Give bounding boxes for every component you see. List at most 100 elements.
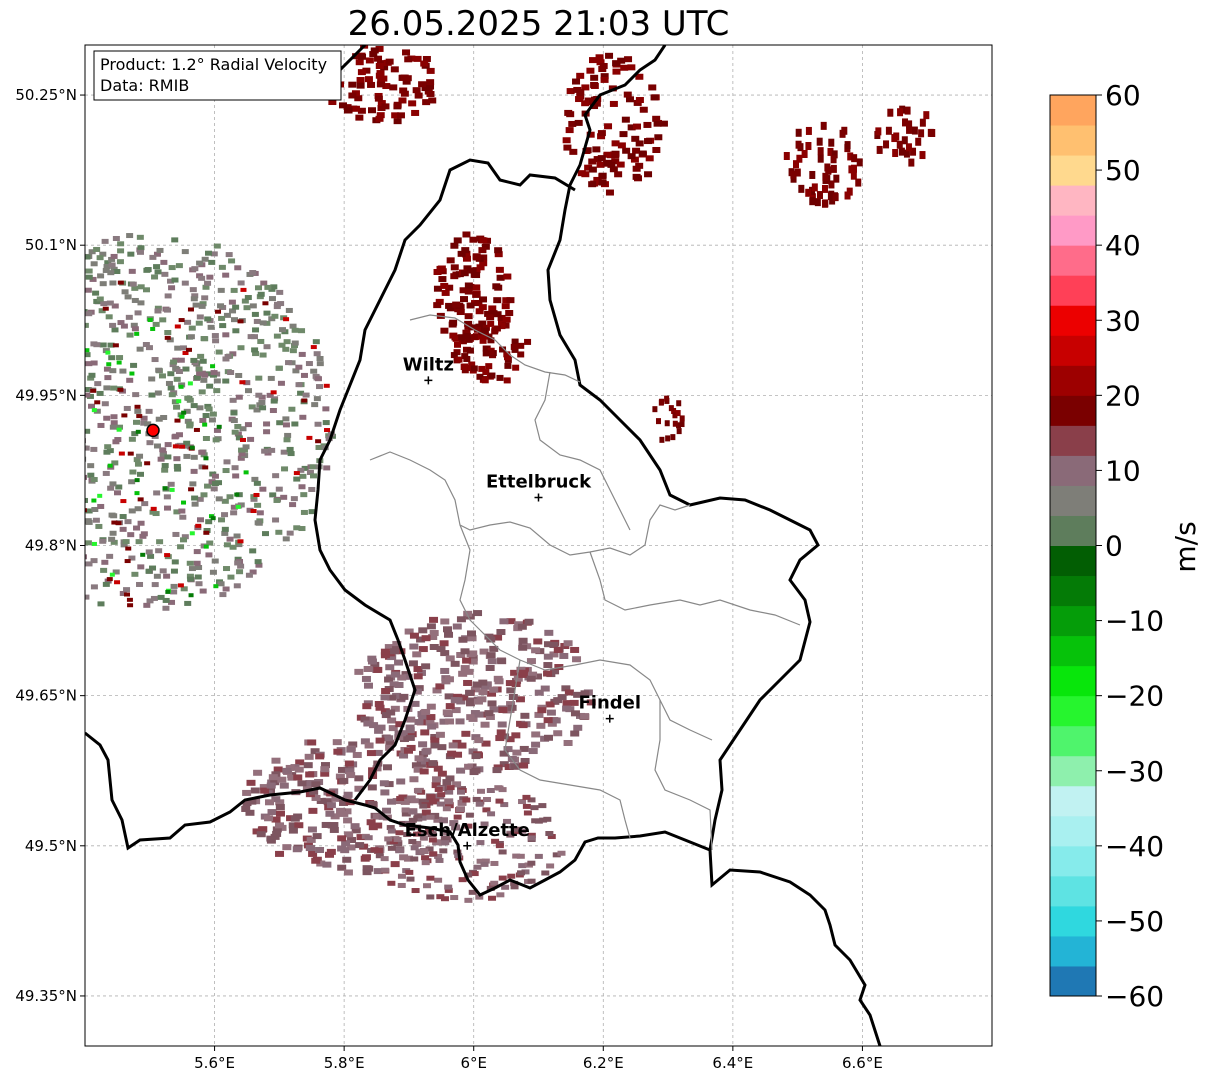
echo-cell bbox=[117, 248, 125, 254]
echo-cell bbox=[74, 517, 81, 522]
echo-cell bbox=[164, 293, 172, 299]
echo-cell bbox=[513, 625, 523, 632]
echo-cell bbox=[605, 52, 614, 59]
colorbar-tick-label: 10 bbox=[1105, 454, 1141, 487]
echo-cell bbox=[496, 629, 506, 636]
echo-cell bbox=[316, 860, 326, 867]
echo-cell bbox=[278, 342, 286, 348]
echo-cell bbox=[106, 577, 113, 582]
echo-cell bbox=[195, 320, 203, 326]
echo-cell bbox=[402, 49, 411, 56]
echo-cell bbox=[413, 831, 422, 837]
echo-cell bbox=[520, 757, 530, 764]
echo-cell bbox=[316, 797, 326, 804]
echo-cell bbox=[102, 306, 109, 311]
echo-cell bbox=[38, 526, 45, 531]
echo-cell bbox=[488, 895, 497, 901]
echo-cell bbox=[68, 431, 75, 436]
echo-cell bbox=[363, 682, 373, 689]
echo-cell bbox=[408, 660, 418, 667]
echo-cell bbox=[251, 347, 259, 353]
echo-cell bbox=[604, 123, 613, 130]
echo-cell bbox=[85, 519, 93, 525]
echo-cell bbox=[148, 376, 156, 382]
echo-cell bbox=[507, 873, 516, 879]
echo-cell bbox=[379, 75, 388, 82]
echo-cell bbox=[652, 115, 661, 122]
echo-cell bbox=[167, 278, 175, 284]
echo-cell bbox=[504, 362, 512, 369]
echo-cell bbox=[315, 439, 322, 444]
echo-cell bbox=[449, 332, 458, 339]
echo-cell bbox=[202, 435, 210, 441]
map-title: 26.05.2025 21:03 UTC bbox=[347, 4, 730, 44]
echo-cell bbox=[364, 76, 373, 83]
echo-cell bbox=[675, 410, 681, 417]
echo-cell bbox=[510, 763, 520, 770]
colorbar-tick-label: 20 bbox=[1105, 379, 1141, 412]
echo-cell bbox=[377, 100, 386, 107]
echo-cell bbox=[627, 124, 636, 131]
echo-cell bbox=[264, 284, 272, 290]
echo-cell bbox=[193, 374, 201, 380]
echo-cell bbox=[425, 846, 434, 852]
echo-cell bbox=[384, 644, 394, 651]
echo-cell bbox=[515, 696, 525, 703]
echo-cell bbox=[445, 655, 455, 662]
echo-cell bbox=[368, 107, 377, 114]
echo-cell bbox=[343, 869, 353, 876]
echo-cell bbox=[355, 842, 365, 849]
echo-cell bbox=[537, 707, 547, 714]
echo-cell bbox=[120, 323, 128, 329]
echo-cell bbox=[213, 378, 221, 384]
echo-cell bbox=[16, 327, 23, 332]
echo-cell bbox=[211, 333, 219, 339]
echo-cell bbox=[679, 415, 685, 422]
echo-cell bbox=[289, 323, 297, 329]
echo-cell bbox=[278, 327, 286, 333]
echo-cell bbox=[308, 486, 316, 492]
colorbar-swatch bbox=[1050, 245, 1096, 276]
echo-cell bbox=[395, 721, 405, 728]
echo-cell bbox=[74, 375, 81, 380]
echo-cell bbox=[210, 370, 218, 376]
echo-cell bbox=[588, 158, 597, 165]
echo-cell bbox=[476, 788, 485, 794]
echo-cell bbox=[266, 782, 276, 789]
echo-cell bbox=[664, 420, 670, 427]
echo-cell bbox=[159, 568, 167, 574]
echo-cell bbox=[46, 468, 53, 473]
colorbar-tick-label: 0 bbox=[1105, 530, 1123, 563]
echo-cell bbox=[215, 309, 222, 314]
echo-cell bbox=[288, 822, 298, 829]
echo-cell bbox=[137, 245, 145, 251]
echo-cell bbox=[37, 289, 44, 294]
echo-cell bbox=[131, 326, 139, 332]
echo-cell bbox=[235, 504, 241, 509]
echo-cell bbox=[885, 126, 892, 135]
echo-cell bbox=[597, 155, 606, 162]
echo-cell bbox=[37, 418, 44, 423]
echo-cell bbox=[631, 135, 640, 142]
echo-cell bbox=[181, 500, 187, 505]
echo-cell bbox=[29, 495, 35, 499]
echo-cell bbox=[445, 284, 454, 291]
echo-cell bbox=[195, 581, 203, 587]
echo-cell bbox=[463, 355, 471, 362]
echo-cell bbox=[518, 722, 528, 729]
echo-cell bbox=[445, 302, 454, 309]
echo-cell bbox=[820, 121, 827, 130]
echo-cell bbox=[314, 421, 322, 427]
echo-cell bbox=[310, 748, 320, 755]
echo-cell bbox=[414, 718, 424, 725]
echo-cell bbox=[324, 428, 331, 433]
echo-cell bbox=[404, 628, 414, 635]
echo-cell bbox=[172, 444, 179, 449]
echo-cell bbox=[88, 249, 96, 255]
colorbar-swatch bbox=[1050, 875, 1096, 907]
echo-cell bbox=[444, 693, 454, 700]
echo-cell bbox=[231, 429, 239, 435]
echo-cell bbox=[322, 406, 330, 412]
echo-cell bbox=[164, 553, 171, 558]
echo-cell bbox=[159, 447, 167, 453]
